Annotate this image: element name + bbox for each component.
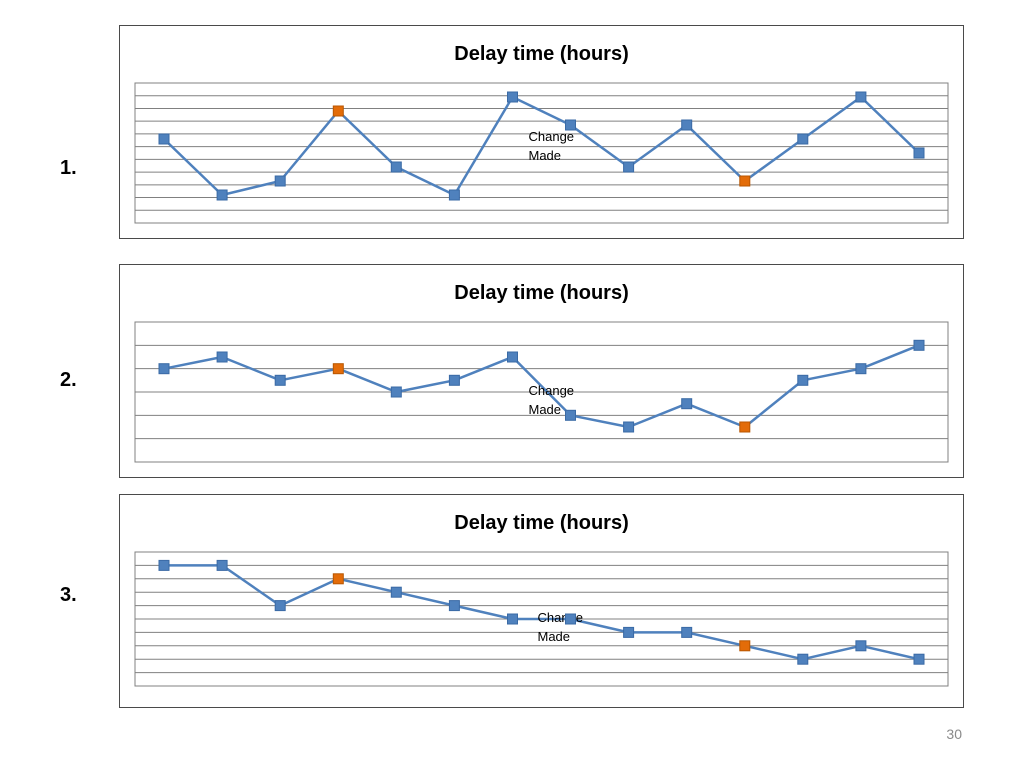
annotation-made: Made xyxy=(529,148,562,163)
highlight-data-point xyxy=(332,573,344,585)
data-point xyxy=(274,374,286,386)
chart-title: Delay time (hours) xyxy=(454,282,628,304)
data-point xyxy=(681,119,693,131)
data-point xyxy=(274,600,286,612)
highlight-data-point xyxy=(739,640,751,652)
chart-title: Delay time (hours) xyxy=(454,43,628,65)
data-point xyxy=(158,559,170,571)
data-point xyxy=(565,119,576,131)
data-point xyxy=(448,374,460,386)
annotation-change: Change xyxy=(529,383,575,398)
data-point xyxy=(390,586,402,598)
series-line xyxy=(164,564,920,661)
chart-2-number: 2. xyxy=(60,369,77,391)
data-point xyxy=(855,91,867,103)
highlight-data-point xyxy=(332,105,344,117)
data-point xyxy=(216,351,228,363)
data-point xyxy=(565,613,576,625)
data-point xyxy=(913,653,925,665)
data-point xyxy=(855,640,867,652)
data-point xyxy=(797,133,809,145)
data-point xyxy=(216,559,228,571)
chart-title: Delay time (hours) xyxy=(454,512,628,534)
highlight-data-point xyxy=(739,421,751,433)
highlight-data-point xyxy=(739,175,751,187)
data-point xyxy=(216,189,228,201)
data-point xyxy=(507,613,518,625)
data-point xyxy=(623,161,635,173)
plot-area xyxy=(134,82,949,224)
data-point xyxy=(913,147,925,159)
data-point xyxy=(390,161,402,173)
data-point xyxy=(565,409,576,421)
chart-1-svg: Delay time (hours) Change Made xyxy=(134,43,949,224)
data-point xyxy=(681,398,693,410)
highlight-data-point xyxy=(332,363,344,375)
chart-2-svg: Delay time (hours) Change Made xyxy=(134,282,949,463)
chart-3-panel: Delay time (hours) Change Made xyxy=(119,494,964,708)
annotation-change: Change xyxy=(538,610,584,625)
data-point xyxy=(448,600,460,612)
data-point xyxy=(797,374,809,386)
data-point xyxy=(623,421,635,433)
slide-number: 30 xyxy=(946,726,962,742)
series-line xyxy=(163,95,920,197)
chart-1-panel: Delay time (hours) Change Made xyxy=(119,25,964,239)
data-point xyxy=(274,175,286,187)
data-point xyxy=(507,91,518,103)
chart-2-panel: Delay time (hours) Change Made xyxy=(119,264,964,478)
data-point xyxy=(913,339,925,351)
annotation-made: Made xyxy=(538,629,571,644)
data-point xyxy=(507,351,518,363)
annotation-change: Change xyxy=(529,129,575,144)
data-point xyxy=(797,653,809,665)
chart-1-number: 1. xyxy=(60,157,77,179)
data-point xyxy=(855,363,867,375)
data-point xyxy=(448,189,460,201)
data-point xyxy=(390,386,402,398)
data-point xyxy=(623,626,635,638)
data-point xyxy=(158,363,170,375)
chart-3-svg: Delay time (hours) Change Made xyxy=(134,512,949,687)
annotation-made: Made xyxy=(529,402,562,417)
series-line xyxy=(163,344,920,429)
chart-3-number: 3. xyxy=(60,584,77,606)
data-point xyxy=(158,133,170,145)
data-point xyxy=(681,626,693,638)
